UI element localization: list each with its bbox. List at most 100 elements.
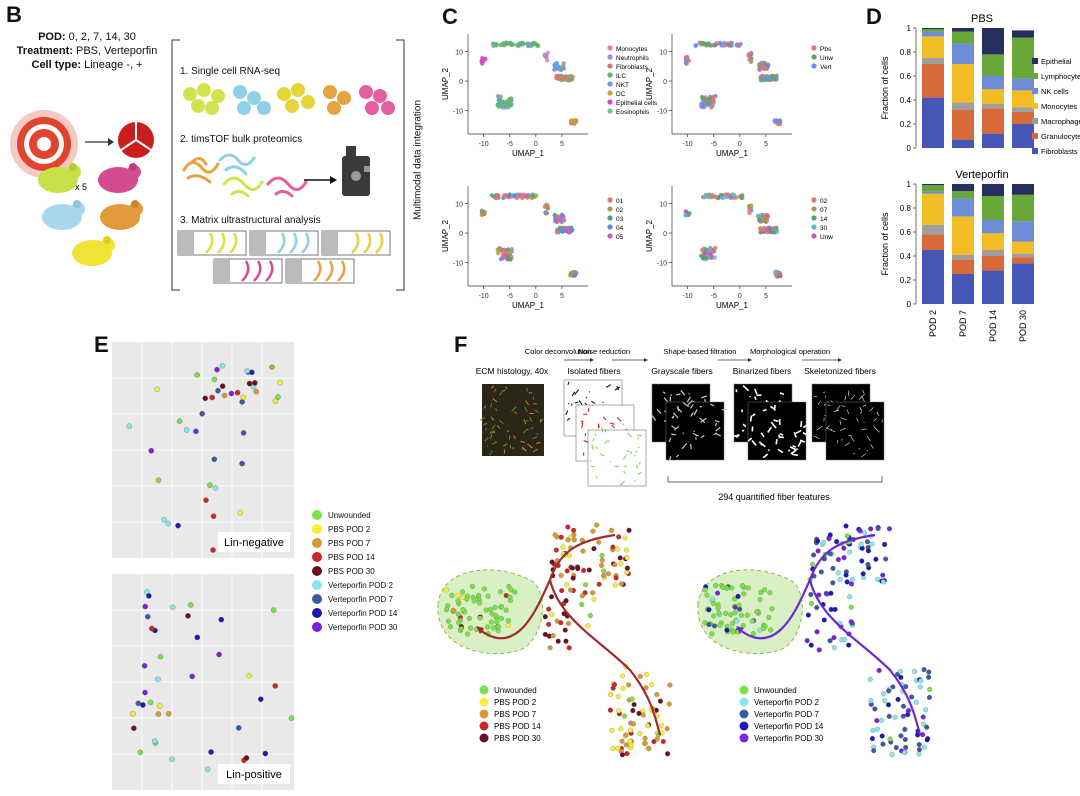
legend-label: PBS POD 30: [328, 566, 375, 576]
cell-cluster-blue: [233, 85, 271, 115]
trajectory-point: [810, 562, 816, 568]
legend-label: Eosinophils: [616, 109, 650, 116]
trajectory-point: [648, 682, 654, 688]
isolated-fiber: [637, 434, 642, 437]
trajectory-point: [609, 727, 615, 733]
trajectory-point: [594, 522, 600, 528]
panel-label-e: E: [94, 332, 109, 357]
trajectory-point: [874, 718, 880, 724]
umap-point: [523, 193, 529, 198]
trajectory-point: [859, 558, 865, 564]
y-tick-label: 1: [907, 180, 912, 189]
trajectory-point: [546, 621, 552, 627]
histology-fiber: [514, 411, 518, 414]
mouse-icon-pink: [98, 163, 141, 193]
legend-swatch: [607, 81, 613, 87]
legend-label: Unwounded: [754, 686, 797, 695]
histology-fiber: [496, 425, 501, 429]
y-axis-title: UMAP_2: [645, 67, 654, 100]
y-tick-label: 0: [459, 79, 463, 86]
umap-point: [480, 59, 485, 64]
processed-fiber: [663, 420, 667, 422]
umap-point: [729, 43, 734, 48]
chart-title: Verteporfin: [955, 169, 1008, 181]
trajectory-point: [591, 596, 597, 602]
trajectory-point: [546, 606, 552, 612]
trajectory-point: [768, 627, 774, 633]
pca-point: [202, 395, 209, 402]
trajectory-point: [843, 523, 849, 529]
processed-fiber: [715, 422, 718, 427]
processed-fiber: [751, 413, 756, 417]
trajectory-point: [804, 638, 810, 644]
legend-label: Monocytes: [616, 46, 648, 53]
legend-swatch: [1032, 133, 1038, 139]
umap-point: [508, 96, 514, 101]
mass-spectrometer-icon: [342, 146, 370, 196]
processed-fiber: [773, 419, 779, 423]
cell-cluster-yellow: [277, 83, 315, 113]
trajectory-point: [882, 541, 888, 547]
trajectory-point: [875, 525, 881, 531]
umap-point: [701, 100, 706, 105]
bar-segment: [922, 31, 944, 37]
legend-swatch: [607, 215, 613, 221]
trajectory-point: [645, 723, 651, 729]
trajectory-point: [608, 527, 614, 533]
cell-type-value: Lineage -, +: [84, 59, 143, 71]
y-tick-label: 0.4: [900, 96, 912, 105]
histology-fiber: [511, 406, 517, 412]
umap-point: [525, 41, 530, 47]
legend-label: PBS POD 14: [328, 552, 375, 562]
trajectory-point: [623, 742, 629, 748]
x-tick-label: -5: [711, 141, 717, 148]
trajectory-point: [616, 534, 622, 540]
chart-title: PBS: [971, 13, 993, 25]
mouse-icon-green: [38, 163, 81, 193]
processed-fiber: [799, 439, 806, 443]
legend-label: 02: [820, 198, 828, 205]
trajectory-point: [886, 526, 892, 532]
histology-fiber: [484, 437, 489, 442]
trajectory-point: [886, 713, 892, 719]
processed-fiber: [742, 423, 747, 428]
legend-item: Verteporfin POD 30: [312, 620, 397, 634]
trajectory-point: [622, 535, 628, 541]
histology-fiber: [499, 420, 504, 425]
pipeline-arrowhead: [838, 358, 842, 362]
trajectory-point: [828, 606, 834, 612]
bar-segment: [952, 102, 974, 110]
processed-fiber: [792, 445, 797, 448]
trajectory-point: [869, 736, 875, 742]
trajectory-point: [615, 546, 621, 552]
processed-fiber: [839, 420, 841, 425]
trajectory-point: [667, 682, 673, 688]
processed-fiber: [833, 409, 840, 412]
trajectory-arrowhead: [736, 626, 744, 634]
processed-fiber: [775, 439, 778, 445]
processed-fiber: [676, 393, 681, 396]
trajectory-point: [503, 607, 509, 613]
trajectory-point: [618, 726, 624, 732]
pca-point: [155, 477, 162, 484]
pca-point: [142, 689, 148, 696]
wound-split-icon: [118, 122, 154, 158]
umap-point: [701, 96, 707, 102]
trajectory-point: [555, 638, 561, 644]
legend-swatch: [312, 622, 322, 632]
trajectory-point: [926, 669, 932, 675]
trajectory-point: [835, 570, 841, 576]
trajectory-point: [808, 600, 814, 606]
protein-pink: [266, 176, 308, 198]
processed-fiber: [861, 453, 867, 458]
trajectory-point: [583, 582, 589, 588]
umap-point: [568, 226, 574, 231]
trajectory-point: [815, 538, 821, 544]
legend-label: Unw: [820, 55, 833, 62]
trajectory-point: [754, 609, 760, 615]
cell-cluster-pink: [359, 85, 395, 115]
processed-fiber: [826, 428, 832, 431]
trajectory-point: [586, 567, 592, 573]
legend-label: Vert: [820, 64, 832, 71]
bar-segment: [982, 89, 1004, 104]
